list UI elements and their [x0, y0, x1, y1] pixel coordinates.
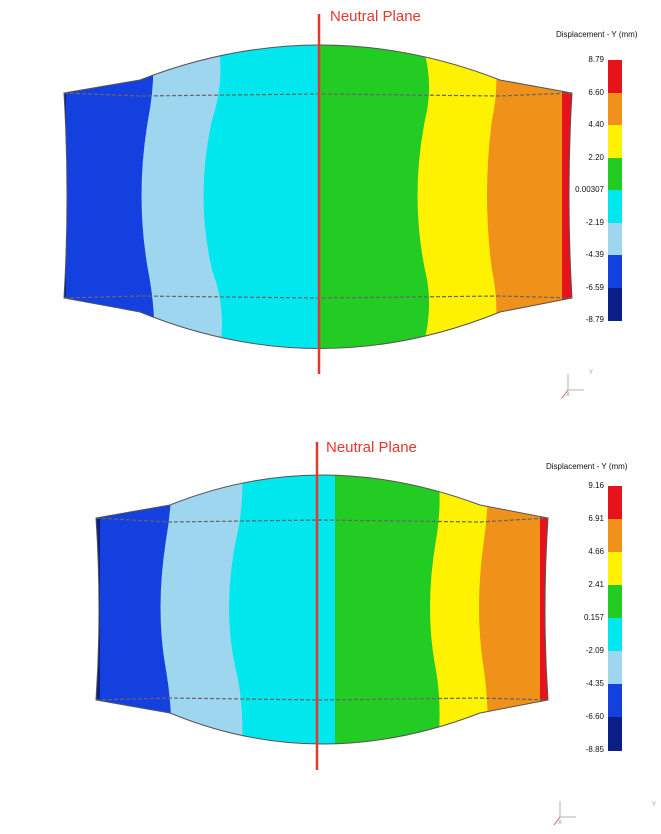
contour-panel-top: Neutral Plane Displacement - Y (mm) 8.79…	[0, 0, 661, 400]
legend-swatch	[608, 287, 622, 321]
legend-swatch	[608, 585, 622, 619]
legend-swatch	[608, 255, 622, 288]
legend-swatch	[608, 651, 622, 685]
legend-tick-label: -4.39	[585, 250, 604, 259]
legend-swatch	[608, 92, 622, 126]
axis-triad-icon	[553, 801, 576, 826]
upper-edge	[95, 517, 549, 523]
body-outline	[63, 44, 573, 349]
legend-colorbar	[608, 486, 622, 751]
upper-edge	[63, 92, 573, 97]
band-darkblue	[96, 475, 100, 744]
neutral-plane-label: Neutral Plane	[330, 8, 421, 25]
legend-swatch	[608, 486, 622, 520]
band-blue	[64, 45, 155, 349]
legend-tick-label: 2.41	[588, 580, 604, 589]
legend-tick-label: -6.60	[585, 712, 604, 721]
contour-panel-bottom: Neutral Plane Displacement - Y (mm) 9.16…	[0, 410, 661, 834]
legend-title: Displacement - Y (mm)	[556, 30, 638, 39]
legend-swatch	[608, 190, 622, 223]
legend-swatch	[608, 125, 622, 158]
legend-tick-label: 0.157	[583, 613, 604, 622]
legend: Displacement - Y (mm) 8.79 6.60 4.40 2.20 0.…	[548, 26, 658, 326]
legend-tick-label: 6.91	[588, 514, 604, 523]
legend-tick-label: 4.40	[588, 120, 604, 129]
legend-tick-label: -6.59	[585, 282, 604, 292]
legend: Displacement - Y (mm) 9.16 6.91 4.66 2.41 0.…	[538, 458, 658, 758]
axis-triad-icon	[561, 374, 584, 399]
triad-y-label: Y	[652, 802, 657, 808]
legend-tick-label: 8.79	[588, 55, 604, 64]
legend-title: Displacement - Y (mm)	[546, 462, 628, 471]
legend-tick-label: -2.19	[585, 217, 604, 227]
lower-edge	[63, 295, 573, 299]
legend-swatch	[608, 618, 622, 652]
legend-colorbar	[608, 60, 622, 321]
legend-swatch	[608, 157, 622, 191]
legend-tick-label: 4.66	[588, 547, 604, 556]
triad-x-label: X	[566, 392, 571, 398]
legend-swatch	[608, 60, 622, 93]
legend-swatch	[608, 717, 622, 751]
legend-tick-label: -2.09	[585, 646, 604, 655]
legend-swatch	[608, 519, 622, 553]
triad-y-label: Y	[589, 370, 594, 376]
legend-tick-label: -8.85	[585, 745, 604, 754]
legend-tick-label: 0.00307	[575, 185, 604, 194]
band-darkblue	[64, 45, 66, 349]
lower-edge	[95, 697, 549, 701]
legend-tick-label: 2.20	[588, 152, 604, 162]
legend-tick-label: -8.79	[585, 315, 604, 324]
neutral-plane-label: Neutral Plane	[326, 439, 417, 456]
legend-swatch	[608, 684, 622, 718]
legend-tick-label: 6.60	[588, 87, 604, 97]
legend-tick-label: -4.35	[585, 679, 604, 688]
legend-tick-label: 9.16	[588, 481, 604, 490]
legend-swatch	[608, 222, 622, 256]
triad-x-label: X	[558, 820, 563, 826]
band-blue	[96, 475, 172, 744]
legend-swatch	[608, 552, 622, 586]
deformed-body-top	[63, 14, 573, 374]
deformed-body-bottom	[95, 442, 549, 770]
